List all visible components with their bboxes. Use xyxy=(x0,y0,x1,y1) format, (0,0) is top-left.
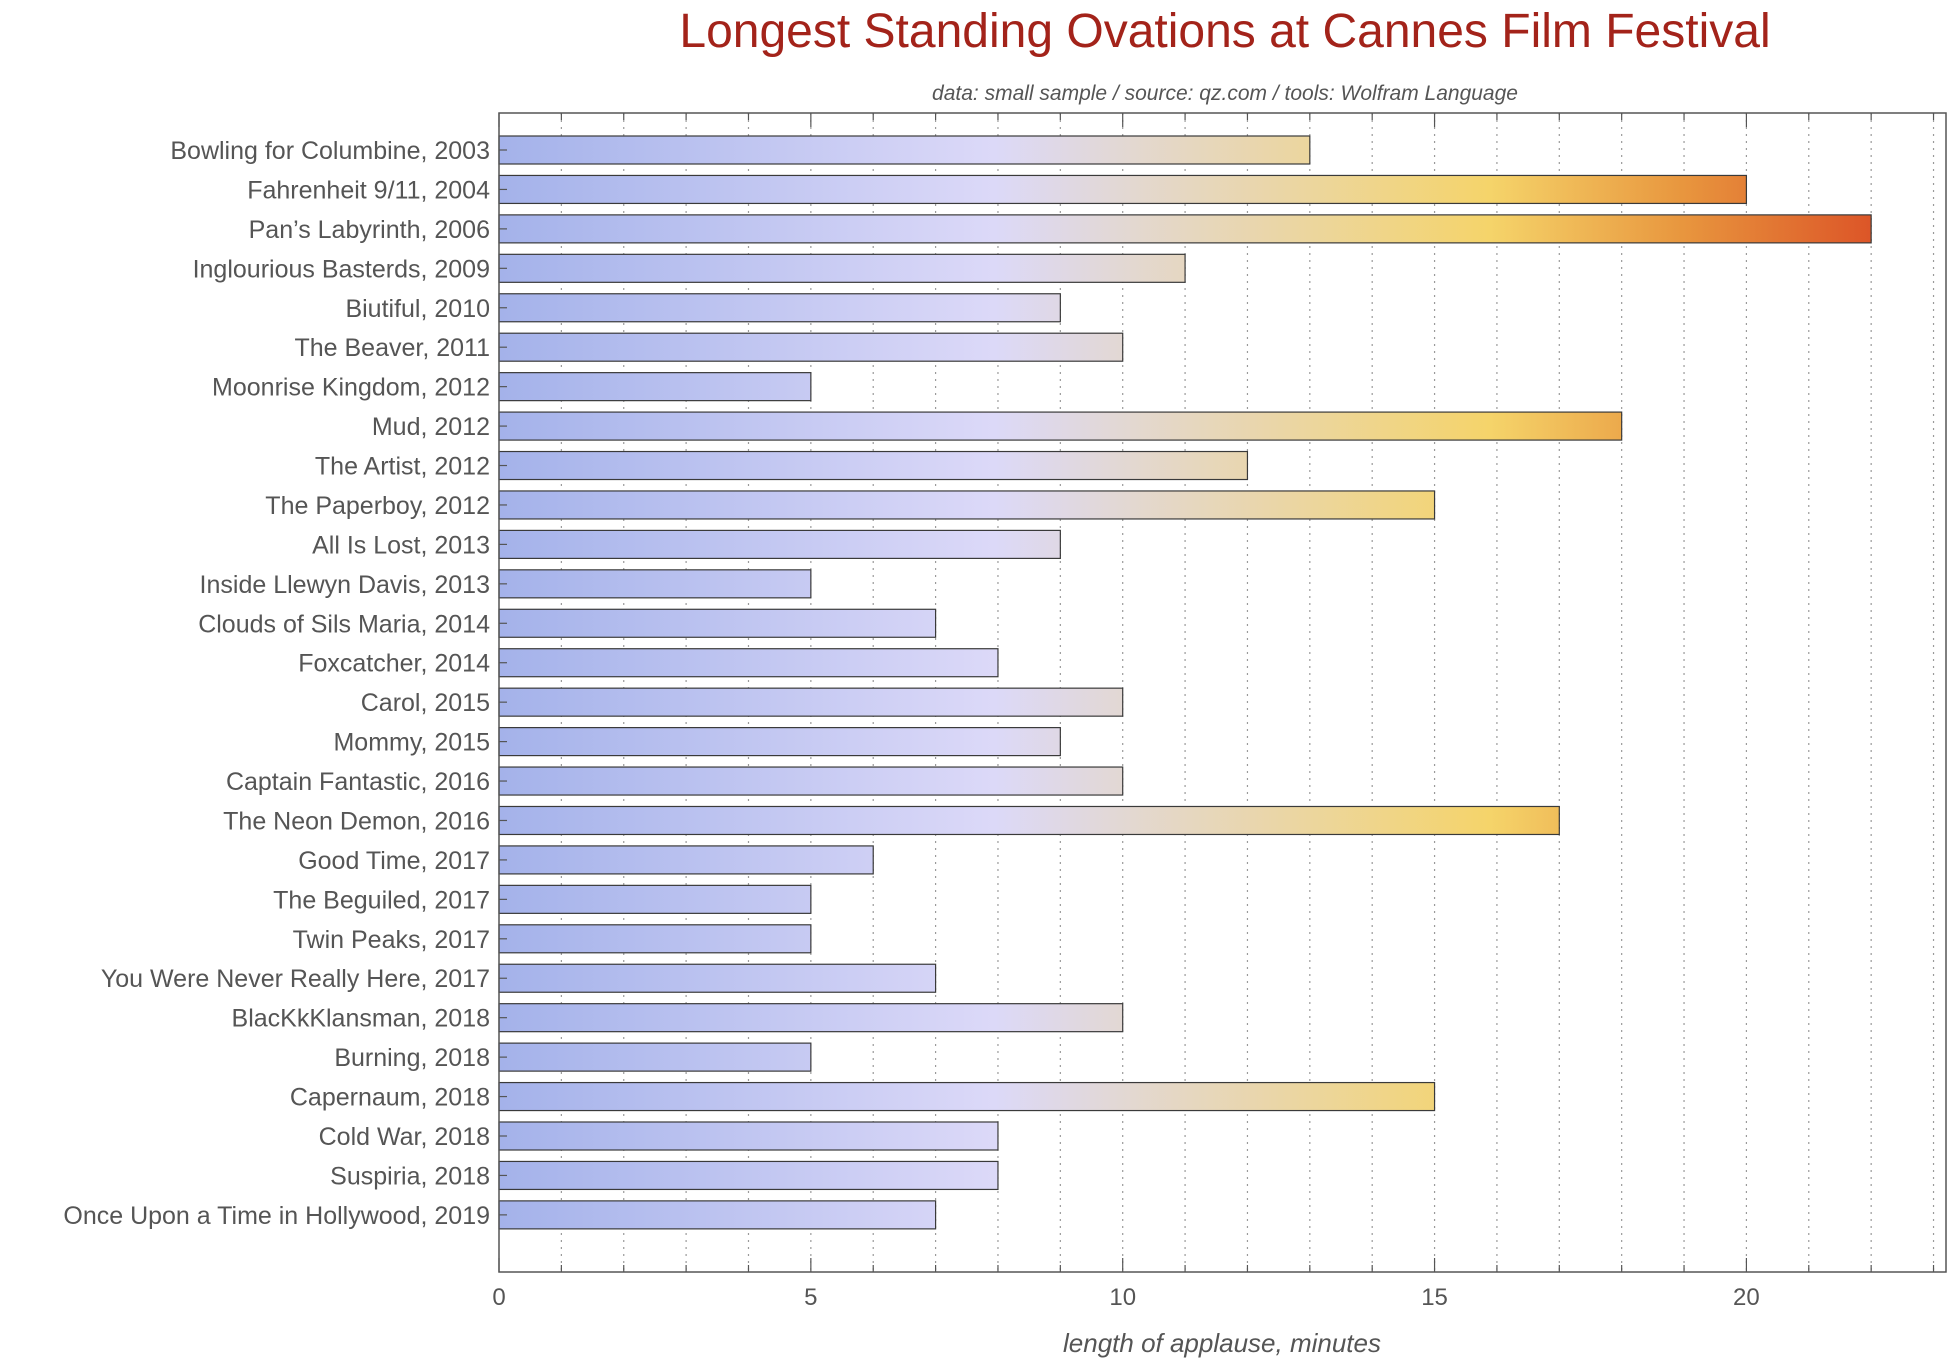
category-label: Moonrise Kingdom, 2012 xyxy=(212,374,490,402)
category-label: The Paperboy, 2012 xyxy=(265,492,490,520)
bar xyxy=(498,1003,1124,1033)
category-label: Fahrenheit 9/11, 2004 xyxy=(247,176,490,204)
bar xyxy=(498,1081,1436,1112)
x-tick-label: 0 xyxy=(492,1284,505,1311)
bar xyxy=(498,608,937,638)
category-label: Cold War, 2018 xyxy=(319,1123,490,1151)
category-label: Clouds of Sils Maria, 2014 xyxy=(198,610,490,638)
bar xyxy=(498,529,1061,560)
category-label: Inglourious Basterds, 2009 xyxy=(193,255,490,283)
bar xyxy=(498,963,937,993)
bar xyxy=(498,726,1061,757)
category-label: Inside Llewyn Davis, 2013 xyxy=(200,571,490,599)
category-label: The Beaver, 2011 xyxy=(294,334,490,362)
x-axis-ticks: 0 5 10 15 20 xyxy=(492,113,1935,1311)
bar xyxy=(498,450,1249,481)
category-label: Captain Fantastic, 2016 xyxy=(226,768,490,796)
bar xyxy=(498,214,1872,244)
bar xyxy=(498,372,812,402)
bar xyxy=(498,253,1186,283)
category-label: Twin Peaks, 2017 xyxy=(293,926,490,954)
chart-subtitle: data: small sample / source: qz.com / to… xyxy=(932,82,1518,105)
bar xyxy=(498,805,1560,836)
bar xyxy=(498,1200,937,1230)
category-label: Capernaum, 2018 xyxy=(290,1084,490,1112)
bar xyxy=(498,135,1311,165)
category-label: Good Time, 2017 xyxy=(298,847,490,875)
category-label: BlacKkKlansman, 2018 xyxy=(232,1005,490,1033)
category-label: Bowling for Columbine, 2003 xyxy=(170,137,490,165)
bars xyxy=(498,135,1872,1230)
x-tick-label: 5 xyxy=(804,1284,817,1311)
bar xyxy=(498,174,1748,205)
x-tick-label: 20 xyxy=(1733,1284,1760,1311)
plot-frame xyxy=(498,112,1947,1273)
category-label: Biutiful, 2010 xyxy=(345,295,490,323)
category-label: Suspiria, 2018 xyxy=(330,1162,490,1190)
category-label: Pan’s Labyrinth, 2006 xyxy=(249,216,490,244)
bar xyxy=(498,687,1124,717)
x-tick-label: 10 xyxy=(1109,1284,1136,1311)
bar xyxy=(498,411,1623,441)
category-label: Once Upon a Time in Hollywood, 2019 xyxy=(63,1202,490,1230)
bar xyxy=(498,884,812,914)
category-label: Mommy, 2015 xyxy=(333,729,490,757)
bar xyxy=(498,924,812,954)
bar xyxy=(498,293,1061,323)
x-tick-label: 15 xyxy=(1421,1284,1448,1311)
category-label: The Beguiled, 2017 xyxy=(273,886,490,914)
bar xyxy=(498,490,1436,520)
category-label: Burning, 2018 xyxy=(334,1044,490,1072)
category-label: Foxcatcher, 2014 xyxy=(298,650,490,678)
bar xyxy=(498,1160,999,1191)
bar xyxy=(498,1121,999,1151)
bar xyxy=(498,1042,812,1072)
bar xyxy=(498,569,812,599)
bar xyxy=(498,845,874,875)
category-label: All Is Lost, 2013 xyxy=(312,531,490,559)
category-labels: Bowling for Columbine, 2003 Fahrenheit 9/… xyxy=(63,137,507,1230)
x-axis-label: length of applause, minutes xyxy=(1063,1328,1381,1358)
category-label: Mud, 2012 xyxy=(372,413,490,441)
chart-title: Longest Standing Ovations at Cannes Film… xyxy=(679,5,1770,58)
category-label: The Neon Demon, 2016 xyxy=(223,807,490,835)
bar xyxy=(498,766,1124,796)
category-label: Carol, 2015 xyxy=(361,689,490,717)
category-label: The Artist, 2012 xyxy=(315,453,490,481)
bar xyxy=(498,648,999,678)
bar xyxy=(498,332,1124,362)
category-label: You Were Never Really Here, 2017 xyxy=(101,965,490,993)
